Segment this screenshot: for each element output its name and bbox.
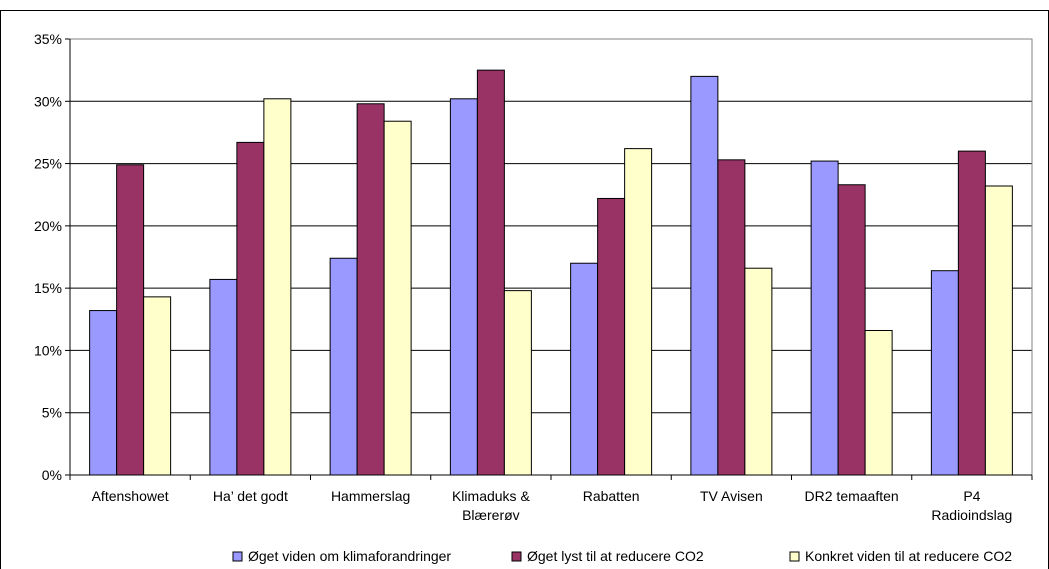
- y-tick-label: 15%: [34, 280, 62, 296]
- y-tick-label: 35%: [34, 31, 62, 47]
- bar-1: [449, 98, 478, 476]
- y-tick-label: 5%: [42, 405, 62, 421]
- bar-3: [624, 148, 653, 476]
- bar-3: [263, 98, 292, 476]
- bar-2: [837, 184, 866, 476]
- bar-1: [810, 160, 839, 476]
- y-tick-label: 25%: [34, 156, 62, 172]
- bar-2: [356, 103, 385, 476]
- legend-swatch: [789, 551, 800, 562]
- legend-label: Øget lyst til at reducere CO2: [527, 548, 704, 564]
- bar-2: [116, 164, 145, 476]
- bar-3: [864, 329, 893, 476]
- bar-3: [744, 267, 773, 476]
- bar-2: [476, 69, 505, 476]
- legend-swatch: [511, 551, 522, 562]
- legend-label: Konkret viden til at reducere CO2: [805, 548, 1012, 564]
- legend-label: Øget viden om klimaforandringer: [248, 548, 451, 564]
- bar-1: [209, 278, 238, 476]
- bar-3: [503, 290, 532, 476]
- x-tick-label: DR2 temaaften: [805, 488, 899, 504]
- bar-1: [690, 75, 719, 476]
- bar-1: [570, 262, 599, 476]
- x-tick-label: Ha’ det godt: [213, 488, 288, 504]
- bar-3: [143, 296, 172, 476]
- y-tick-label: 0%: [42, 467, 62, 483]
- y-tick-label: 30%: [34, 93, 62, 109]
- x-tick-label: Blærerøv: [462, 507, 520, 523]
- x-tick-label: Aftenshowet: [92, 488, 169, 504]
- bar-1: [89, 310, 118, 476]
- bar-2: [717, 159, 746, 476]
- bar-3: [984, 185, 1013, 476]
- x-tick-label: TV Avisen: [700, 488, 763, 504]
- bar-2: [597, 197, 626, 476]
- x-tick-label: Hammerslag: [331, 488, 410, 504]
- bar-1: [329, 257, 358, 476]
- x-tick-label: Radioindslag: [931, 507, 1012, 523]
- bar-2: [236, 141, 265, 476]
- x-tick-label: P4: [963, 488, 980, 504]
- y-tick-label: 10%: [34, 342, 62, 358]
- bar-1: [930, 270, 959, 476]
- x-tick-label: Klimaduks &: [452, 488, 530, 504]
- bar-2: [957, 150, 986, 476]
- legend-swatch: [232, 551, 243, 562]
- bar-3: [383, 120, 412, 476]
- y-tick-label: 20%: [34, 218, 62, 234]
- x-tick-label: Rabatten: [583, 488, 640, 504]
